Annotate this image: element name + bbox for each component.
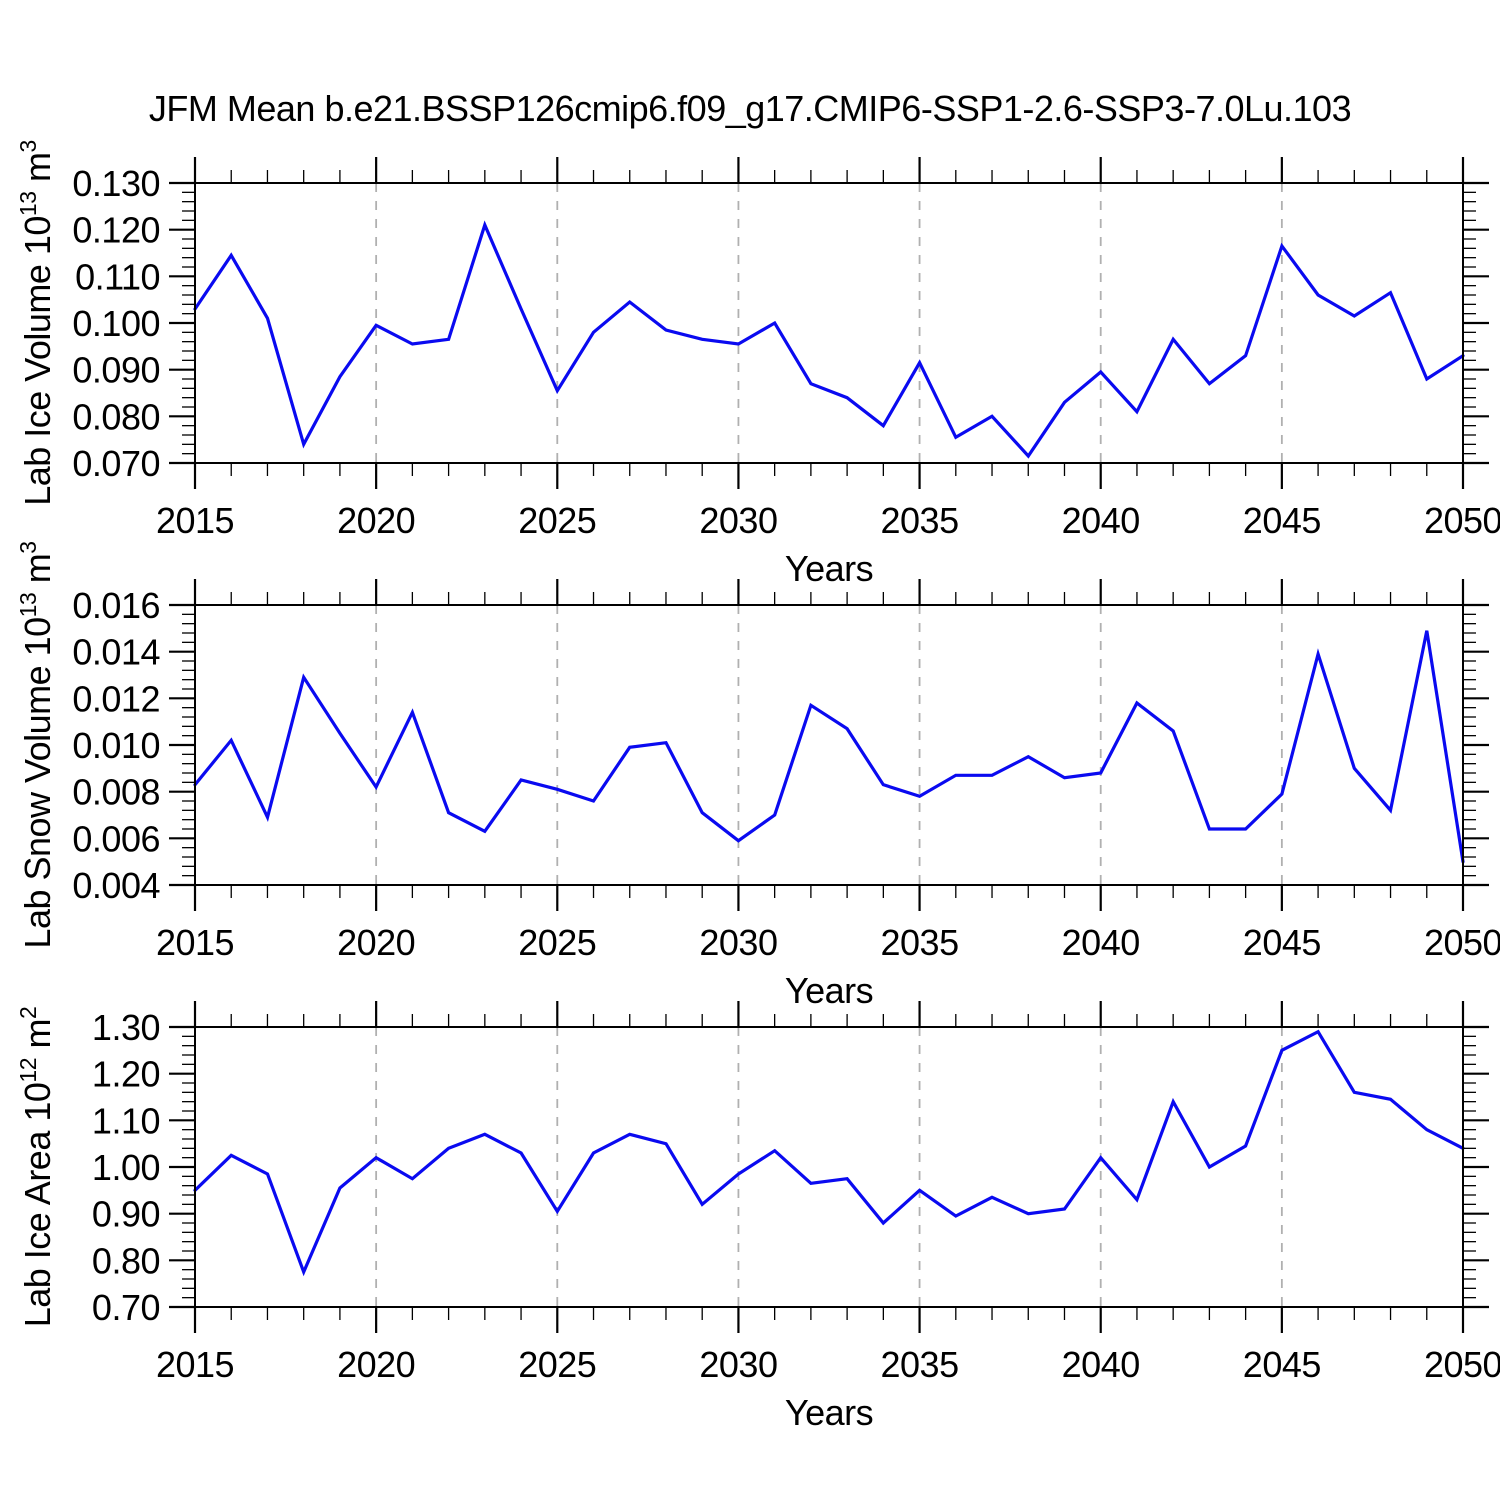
panel-1: 0.004 0.006 0.008 0.010 0.012 0.014 0.016 2015 2… [15,541,1500,1011]
x-tick-label: 2040 [1062,1344,1140,1385]
y-axis-title: Lab Ice Volume 1013 m3 [15,140,58,506]
x-axis-title: Years [785,970,873,1011]
x-axis-title: Years [785,548,873,589]
y-tick-label: 0.080 [72,396,160,437]
y-tick-label: 0.070 [72,443,160,484]
y-tick-label: 0.120 [72,209,160,250]
y-tick-label: 0.014 [72,631,160,672]
x-tick-label: 2015 [156,922,234,963]
x-tick-label: 2035 [881,1344,959,1385]
data-line [193,1029,1465,1277]
x-axis-title: Years [785,1392,873,1433]
page-title: JFM Mean b.e21.BSSP126cmip6.f09_g17.CMIP… [148,88,1352,129]
plot-frame [194,1026,1464,1308]
y-tick-label: 1.30 [92,1007,160,1048]
data-line [193,630,1465,864]
y-tick-label: 1.00 [92,1147,160,1188]
x-tick-label: 2025 [518,1344,596,1385]
data-line [193,220,1465,459]
y-tick-label: 0.004 [72,865,160,906]
y-tick-label: 0.016 [72,585,160,626]
x-tick-label: 2050 [1424,922,1500,963]
x-tick-label: 2040 [1062,922,1140,963]
y-tick-label: 0.012 [72,678,160,719]
x-tick-label: 2030 [699,500,777,541]
y-tick-label: 0.70 [92,1287,160,1328]
panel-0: 0.070 0.080 0.090 0.100 0.110 0.120 0.130 2015 2… [15,140,1500,589]
x-tick-label: 2045 [1243,922,1321,963]
y-tick-label: 0.090 [72,349,160,390]
x-tick-label: 2025 [518,500,596,541]
x-tick-label: 2025 [518,922,596,963]
y-axis-title: Lab Ice Area 1012 m2 [15,1007,58,1328]
y-tick-label: 0.80 [92,1240,160,1281]
y-tick-label: 0.130 [72,163,160,204]
x-tick-label: 2020 [337,500,415,541]
x-tick-label: 2030 [699,1344,777,1385]
y-tick-label: 0.110 [75,256,160,297]
panel-2: 0.70 0.80 0.90 1.00 1.10 1.20 1.30 2015 2020 2025… [15,1001,1500,1433]
x-tick-label: 2040 [1062,500,1140,541]
x-tick-label: 2020 [337,922,415,963]
y-tick-label: 1.20 [92,1053,160,1094]
x-tick-label: 2030 [699,922,777,963]
x-tick-label: 2020 [337,1344,415,1385]
x-tick-label: 2035 [881,922,959,963]
x-tick-label: 2050 [1424,1344,1500,1385]
y-tick-label: 0.008 [72,771,160,812]
x-tick-label: 2035 [881,500,959,541]
y-tick-label: 0.010 [72,725,160,766]
y-tick-label: 0.006 [72,818,160,859]
y-tick-label: 1.10 [92,1100,160,1141]
y-tick-label: 0.100 [72,303,160,344]
plot-frame [194,604,1464,886]
x-tick-label: 2045 [1243,500,1321,541]
plot-frame [194,182,1464,464]
x-tick-label: 2050 [1424,500,1500,541]
x-tick-label: 2045 [1243,1344,1321,1385]
x-tick-label: 2015 [156,1344,234,1385]
y-tick-label: 0.90 [92,1193,160,1234]
y-axis-title: Lab Snow Volume 1013 m3 [15,541,58,948]
x-tick-label: 2015 [156,500,234,541]
